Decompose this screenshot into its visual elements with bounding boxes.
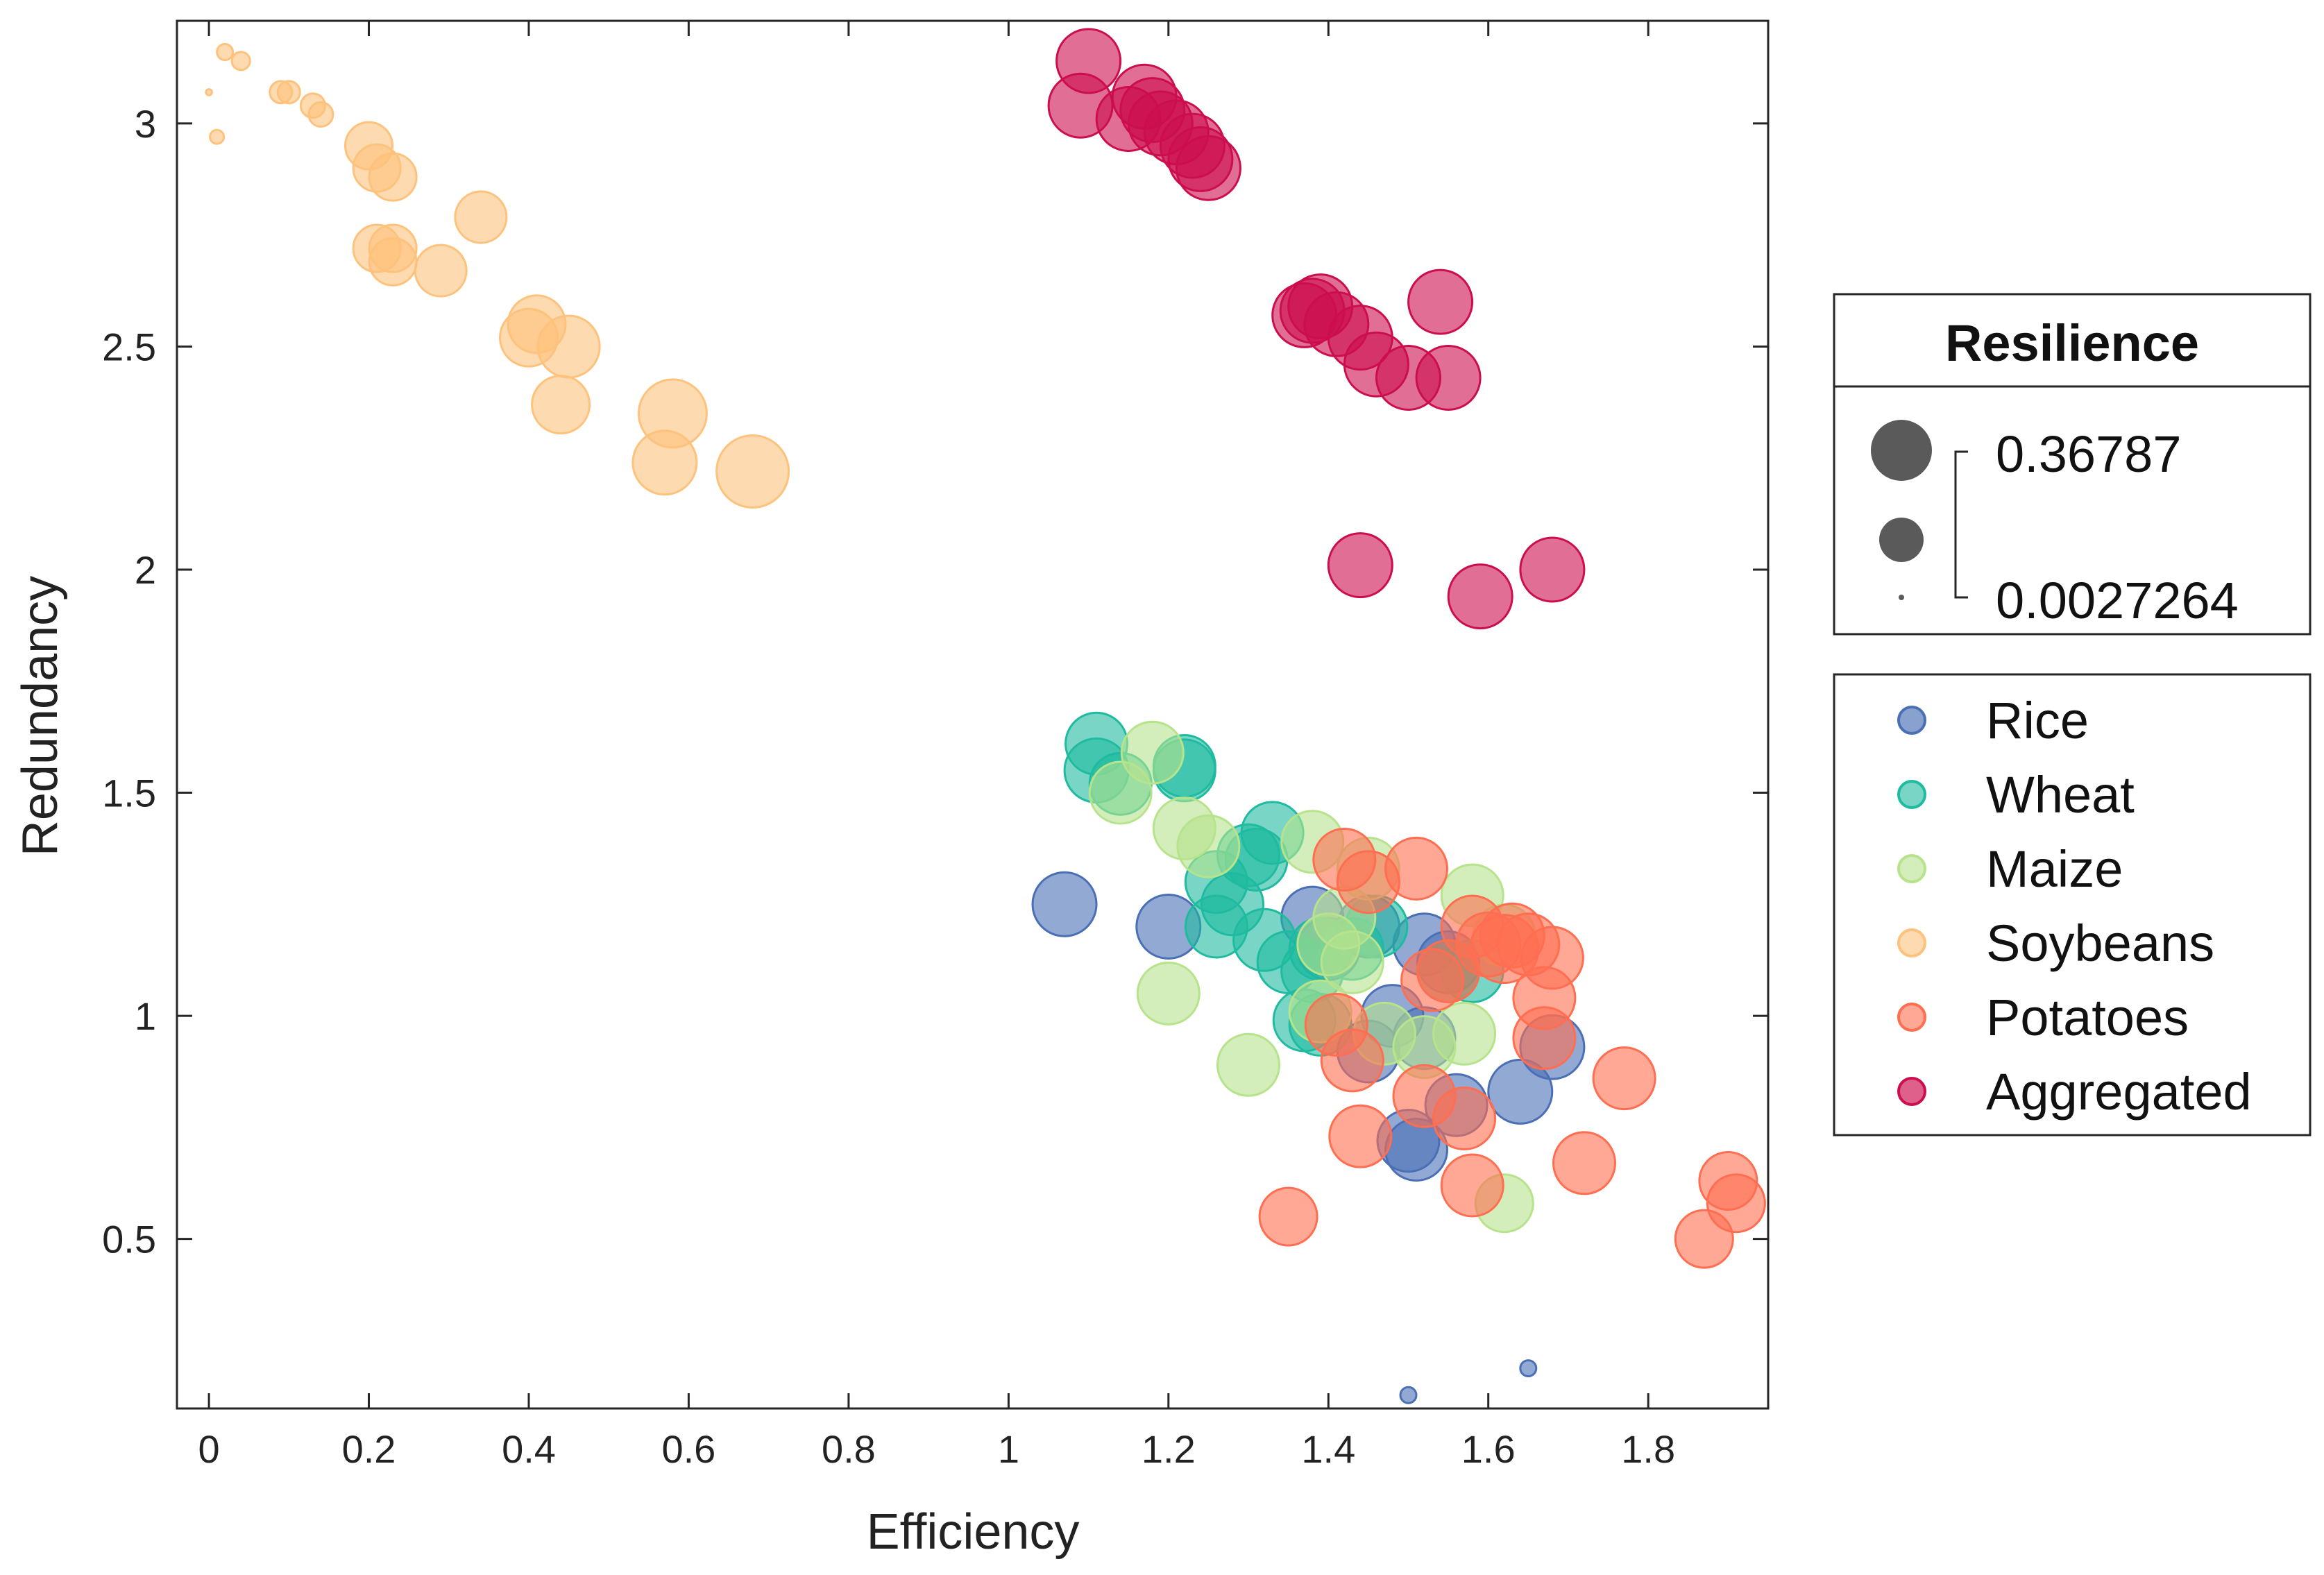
size-legend-small-marker	[1899, 595, 1904, 600]
y-tick-label-0: 0.5	[102, 1218, 156, 1261]
point-potatoes-14	[1320, 1028, 1384, 1093]
x-tick-label-7: 1.4	[1301, 1427, 1355, 1471]
x-tick-label-1: 0.2	[342, 1427, 396, 1471]
point-soybeans-15	[454, 190, 508, 244]
x-tick-label-3: 0.6	[661, 1427, 715, 1471]
legend-item-maize: Maize	[1897, 840, 2123, 898]
plot-area-frame	[176, 19, 1770, 1410]
point-potatoes-19	[1258, 1186, 1318, 1247]
series-legend-box	[1833, 673, 2312, 1136]
x-tick-label-0: 0	[198, 1427, 220, 1471]
x-tick-label-4: 0.8	[822, 1427, 876, 1471]
size-legend-min-label: 0.0027264	[1996, 572, 2239, 629]
point-maize-14	[1432, 1001, 1497, 1066]
point-aggregated-18	[1415, 345, 1482, 411]
point-soybeans-19	[531, 375, 591, 435]
y-tick-label-5: 3	[135, 102, 156, 146]
legend-label-rice: Rice	[1986, 692, 2089, 749]
point-soybeans-21	[637, 378, 708, 449]
size-legend-title: Resilience	[1945, 314, 2199, 372]
point-soybeans-2	[205, 88, 213, 96]
legend-label-potatoes: Potatoes	[1986, 989, 2189, 1046]
point-potatoes-24	[1706, 1173, 1766, 1234]
legend-label-wheat: Wheat	[1986, 766, 2135, 824]
point-soybeans-22	[715, 434, 790, 509]
point-potatoes-16	[1432, 1087, 1497, 1150]
legend-marker-soybeans	[1897, 928, 1926, 957]
axis-ticks: 0 0.2 0.4 0.6 0.8 1 1.2 1.4 1.6 1.8 0.5 1 1.5 2 2.5 3	[102, 21, 1768, 1471]
legend-marker-potatoes	[1897, 1003, 1926, 1032]
point-maize-1	[1088, 760, 1153, 825]
legend-item-soybeans: Soybeans	[1897, 914, 2214, 972]
point-soybeans-10	[368, 152, 418, 202]
point-potatoes-17	[1328, 1104, 1393, 1168]
point-soybeans-13	[368, 223, 418, 273]
point-aggregated-19	[1327, 532, 1393, 599]
x-tick-label-9: 1.8	[1621, 1427, 1675, 1471]
legend-label-aggregated: Aggregated	[1986, 1063, 2252, 1121]
point-aggregated-17	[1407, 269, 1474, 335]
point-potatoes-2	[1384, 836, 1448, 901]
size-legend-max-label: 0.36787	[1996, 425, 2182, 483]
legend-label-maize: Maize	[1986, 840, 2123, 898]
point-soybeans-7	[307, 101, 334, 128]
point-soybeans-0	[216, 43, 235, 61]
size-legend-bracket	[1954, 450, 1968, 599]
point-potatoes-9	[1400, 948, 1465, 1012]
point-potatoes-12	[1512, 1006, 1577, 1071]
legend-item-wheat: Wheat	[1897, 766, 2135, 824]
point-aggregated-21	[1519, 536, 1586, 603]
point-aggregated-9	[1175, 135, 1241, 201]
legend-marker-wheat	[1897, 780, 1926, 809]
legend-item-potatoes: Potatoes	[1897, 989, 2189, 1046]
y-tick-label-3: 2	[135, 548, 156, 592]
point-potatoes-21	[1592, 1046, 1656, 1111]
point-aggregated-20	[1447, 563, 1513, 630]
x-tick-label-5: 1	[998, 1427, 1019, 1471]
y-axis-title: Redundancy	[12, 576, 68, 856]
point-soybeans-5	[276, 80, 301, 105]
data-points	[205, 28, 1766, 1404]
point-potatoes-20	[1552, 1131, 1616, 1195]
legend-item-aggregated: Aggregated	[1897, 1063, 2252, 1121]
size-legend-large-marker	[1871, 420, 1932, 481]
point-rice-15	[1399, 1386, 1418, 1404]
legend-item-rice: Rice	[1897, 692, 2089, 749]
legend-marker-rice	[1897, 706, 1926, 735]
series-legend: Rice Wheat Maize Soybeans Potatoes Aggre…	[1833, 673, 2312, 1136]
x-tick-label-2: 0.4	[502, 1427, 556, 1471]
x-axis-title: Efficiency	[867, 1504, 1080, 1560]
point-soybeans-1	[230, 51, 251, 71]
legend-marker-maize	[1897, 854, 1926, 883]
point-potatoes-18	[1440, 1153, 1504, 1218]
x-tick-label-6: 1.2	[1142, 1427, 1196, 1471]
point-rice-0	[1031, 871, 1098, 937]
size-legend-medium-marker	[1879, 518, 1924, 562]
point-rice-16	[1519, 1359, 1538, 1378]
y-tick-label-4: 2.5	[102, 325, 156, 369]
size-legend: Resilience 0.36787 0.0027264	[1833, 293, 2312, 636]
legend-label-soybeans: Soybeans	[1986, 914, 2214, 972]
point-soybeans-18	[536, 314, 601, 379]
legend-marker-aggregated	[1897, 1077, 1926, 1106]
point-maize-10	[1216, 1032, 1280, 1097]
point-maize-3	[1176, 814, 1241, 878]
y-tick-label-1: 1	[135, 994, 156, 1038]
point-maize-9	[1136, 961, 1201, 1025]
point-soybeans-14	[414, 244, 468, 298]
y-tick-label-2: 1.5	[102, 772, 156, 815]
point-maize-8	[1320, 930, 1384, 994]
point-soybeans-3	[209, 128, 226, 145]
x-tick-label-8: 1.6	[1461, 1427, 1516, 1471]
